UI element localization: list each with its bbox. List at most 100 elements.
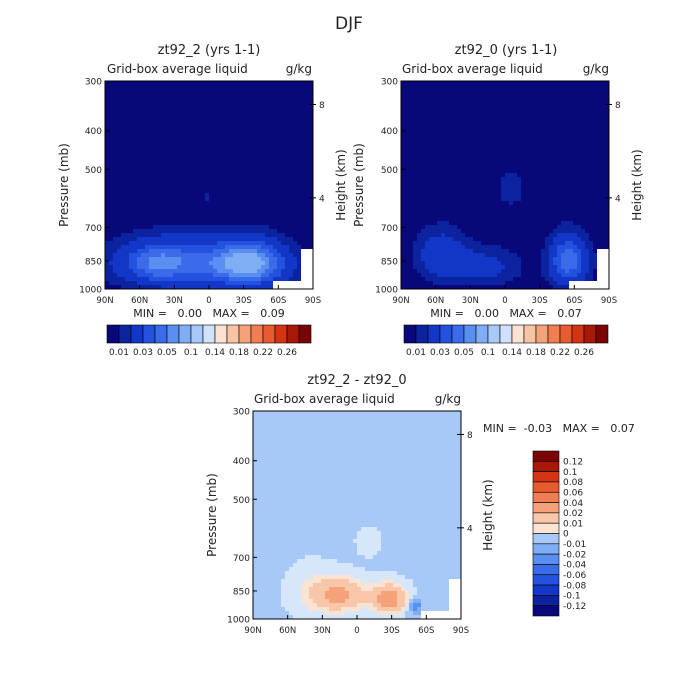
heatmap-cell xyxy=(133,205,138,210)
heatmap-cell xyxy=(149,173,154,178)
heatmap-cell xyxy=(265,217,270,222)
heatmap-cell xyxy=(477,181,482,186)
heatmap-cell xyxy=(141,89,146,94)
heatmap-cell xyxy=(161,245,166,250)
heatmap-cell xyxy=(201,173,206,178)
heatmap-cell xyxy=(301,165,306,170)
heatmap-cell xyxy=(181,149,186,154)
heatmap-cell xyxy=(245,185,250,190)
heatmap-cell xyxy=(401,117,406,122)
heatmap-cell xyxy=(137,249,142,254)
colorbar-label: 0.18 xyxy=(229,348,249,358)
latitude-tick-label: 30S xyxy=(236,296,252,306)
heatmap-cell xyxy=(569,177,574,182)
heatmap-cell xyxy=(141,105,146,110)
heatmap-cell xyxy=(221,249,226,254)
heatmap-cell xyxy=(457,85,462,90)
heatmap-cell xyxy=(521,181,526,186)
heatmap-cell xyxy=(589,181,594,186)
heatmap-cell xyxy=(265,113,270,118)
heatmap-cell xyxy=(297,129,302,134)
heatmap-cell xyxy=(517,101,522,106)
heatmap-cell xyxy=(157,177,162,182)
heatmap-cell xyxy=(205,181,210,186)
heatmap-cell xyxy=(465,121,470,126)
heatmap-cell xyxy=(429,145,434,150)
heatmap-cell xyxy=(497,85,502,90)
heatmap-cell xyxy=(141,233,146,238)
heatmap-cell xyxy=(481,197,486,202)
heatmap-cell xyxy=(213,233,218,238)
heatmap-cell xyxy=(253,233,258,238)
heatmap-cell xyxy=(253,269,258,274)
heatmap-cell xyxy=(253,265,258,270)
heatmap-cell xyxy=(165,185,170,190)
heatmap-cell xyxy=(501,105,506,110)
heatmap-cell xyxy=(509,197,514,202)
heatmap-cell xyxy=(305,81,310,86)
heatmap-cell xyxy=(161,177,166,182)
heatmap-cell xyxy=(445,117,450,122)
heatmap-cell xyxy=(201,145,206,150)
heatmap-cell xyxy=(245,221,250,226)
heatmap-cell xyxy=(457,197,462,202)
heatmap-cell xyxy=(417,129,422,134)
heatmap-cell xyxy=(593,145,598,150)
heatmap-cell xyxy=(485,141,490,146)
heatmap-cell xyxy=(181,233,186,238)
heatmap-cell xyxy=(265,129,270,134)
heatmap-cell xyxy=(449,145,454,150)
heatmap-cell xyxy=(505,217,510,222)
heatmap-cell xyxy=(481,137,486,142)
heatmap-cell xyxy=(537,241,542,246)
heatmap-cell xyxy=(589,205,594,210)
heatmap-cell xyxy=(261,157,266,162)
heatmap-cell xyxy=(241,129,246,134)
heatmap-cell xyxy=(413,121,418,126)
heatmap-cell xyxy=(485,117,490,122)
heatmap-cell xyxy=(449,201,454,206)
heatmap-cell xyxy=(289,185,294,190)
heatmap-cell xyxy=(557,101,562,106)
heatmap-cell xyxy=(401,193,406,198)
heatmap-cell xyxy=(269,177,274,182)
heatmap-cell xyxy=(209,221,214,226)
heatmap-cell xyxy=(165,125,170,130)
heatmap-cell xyxy=(189,121,194,126)
heatmap-cell xyxy=(109,97,114,102)
heatmap-cell xyxy=(585,237,590,242)
heatmap-cell xyxy=(581,165,586,170)
heatmap-cell xyxy=(449,165,454,170)
heatmap-cell xyxy=(441,89,446,94)
heatmap-cell xyxy=(165,257,170,262)
heatmap-cell xyxy=(221,113,226,118)
heatmap-cell xyxy=(577,225,582,230)
heatmap-cell xyxy=(261,161,266,166)
heatmap-cell xyxy=(109,121,114,126)
heatmap-cell xyxy=(573,121,578,126)
heatmap-cell xyxy=(493,85,498,90)
heatmap-cell xyxy=(545,117,550,122)
heatmap-cell xyxy=(449,109,454,114)
panel-units: g/kg xyxy=(583,62,609,76)
heatmap-cell xyxy=(153,173,158,178)
heatmap-cell xyxy=(249,125,254,130)
heatmap-cell xyxy=(489,81,494,86)
heatmap-cell xyxy=(173,145,178,150)
heatmap-cell xyxy=(249,185,254,190)
heatmap-cell xyxy=(565,101,570,106)
heatmap-cell xyxy=(461,93,466,98)
heatmap-cell xyxy=(421,145,426,150)
heatmap-cell xyxy=(297,97,302,102)
heatmap-cell xyxy=(209,109,214,114)
heatmap-cell xyxy=(445,121,450,126)
heatmap-cell xyxy=(225,125,230,130)
heatmap-cell xyxy=(521,221,526,226)
heatmap-cell xyxy=(173,109,178,114)
heatmap-cell xyxy=(185,277,190,282)
heatmap-cell xyxy=(281,277,286,282)
heatmap-cell xyxy=(453,125,458,130)
heatmap-cell xyxy=(273,217,278,222)
heatmap-cell xyxy=(133,189,138,194)
heatmap-cell xyxy=(597,201,602,206)
